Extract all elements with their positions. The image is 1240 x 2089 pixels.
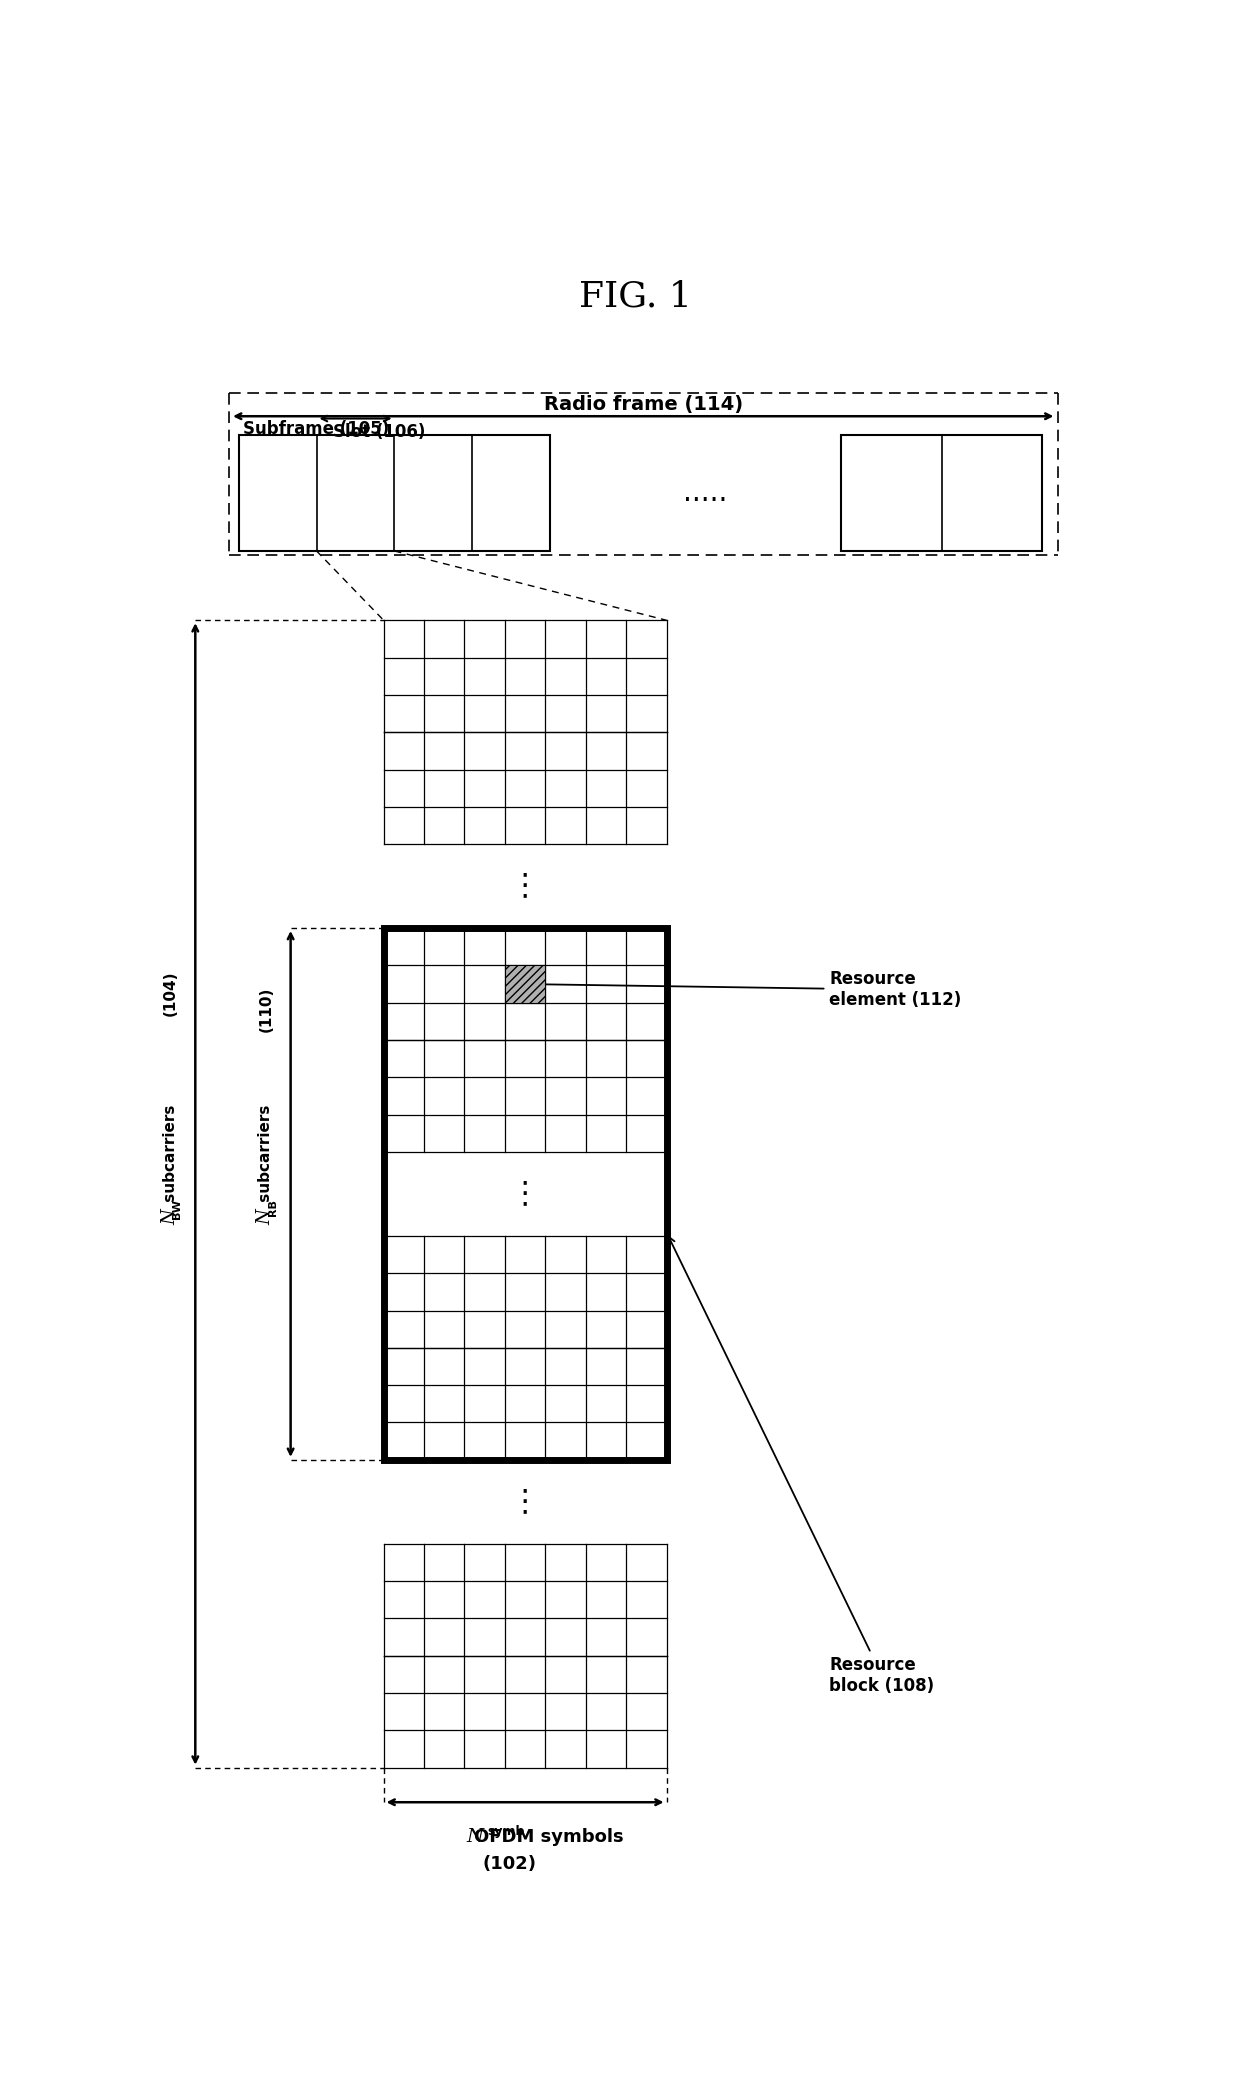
Text: RB: RB bbox=[268, 1199, 278, 1216]
Text: N: N bbox=[257, 1210, 275, 1224]
Text: N: N bbox=[161, 1210, 180, 1224]
Text: ⋮: ⋮ bbox=[510, 1487, 541, 1517]
Bar bbox=[841, 435, 1043, 551]
Text: ⋮: ⋮ bbox=[510, 1180, 541, 1207]
Text: Subframe (105): Subframe (105) bbox=[243, 420, 389, 439]
Text: OFDM symbols: OFDM symbols bbox=[474, 1828, 624, 1847]
Text: Slot (106): Slot (106) bbox=[332, 422, 425, 441]
Text: (102): (102) bbox=[482, 1855, 537, 1874]
Bar bbox=[238, 435, 551, 551]
Bar bbox=[383, 928, 667, 1460]
Text: N: N bbox=[466, 1828, 484, 1847]
Text: Radio frame (114): Radio frame (114) bbox=[543, 395, 743, 414]
Text: (110): (110) bbox=[258, 986, 273, 1032]
Text: FIG. 1: FIG. 1 bbox=[579, 280, 692, 313]
Text: (104): (104) bbox=[162, 971, 179, 1017]
Text: Resource
element (112): Resource element (112) bbox=[529, 969, 961, 1009]
Text: symb: symb bbox=[487, 1826, 526, 1838]
Text: .....: ..... bbox=[683, 478, 728, 508]
Bar bbox=[505, 965, 546, 1003]
Text: Resource
block (108): Resource block (108) bbox=[668, 1237, 935, 1694]
Text: subcarriers: subcarriers bbox=[258, 1105, 273, 1207]
Text: ⋮: ⋮ bbox=[510, 871, 541, 900]
Text: BW: BW bbox=[171, 1199, 182, 1220]
Text: subcarriers: subcarriers bbox=[162, 1105, 179, 1207]
